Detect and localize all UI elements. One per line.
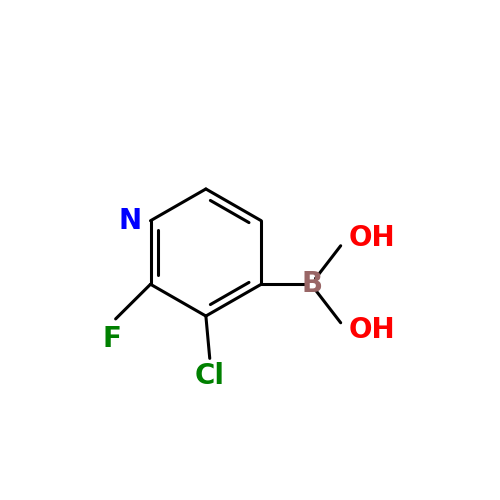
Text: B: B xyxy=(301,270,322,298)
Text: OH: OH xyxy=(348,316,395,344)
Text: N: N xyxy=(119,206,142,234)
Text: Cl: Cl xyxy=(195,362,225,390)
Text: OH: OH xyxy=(348,224,395,252)
Text: F: F xyxy=(102,324,121,352)
